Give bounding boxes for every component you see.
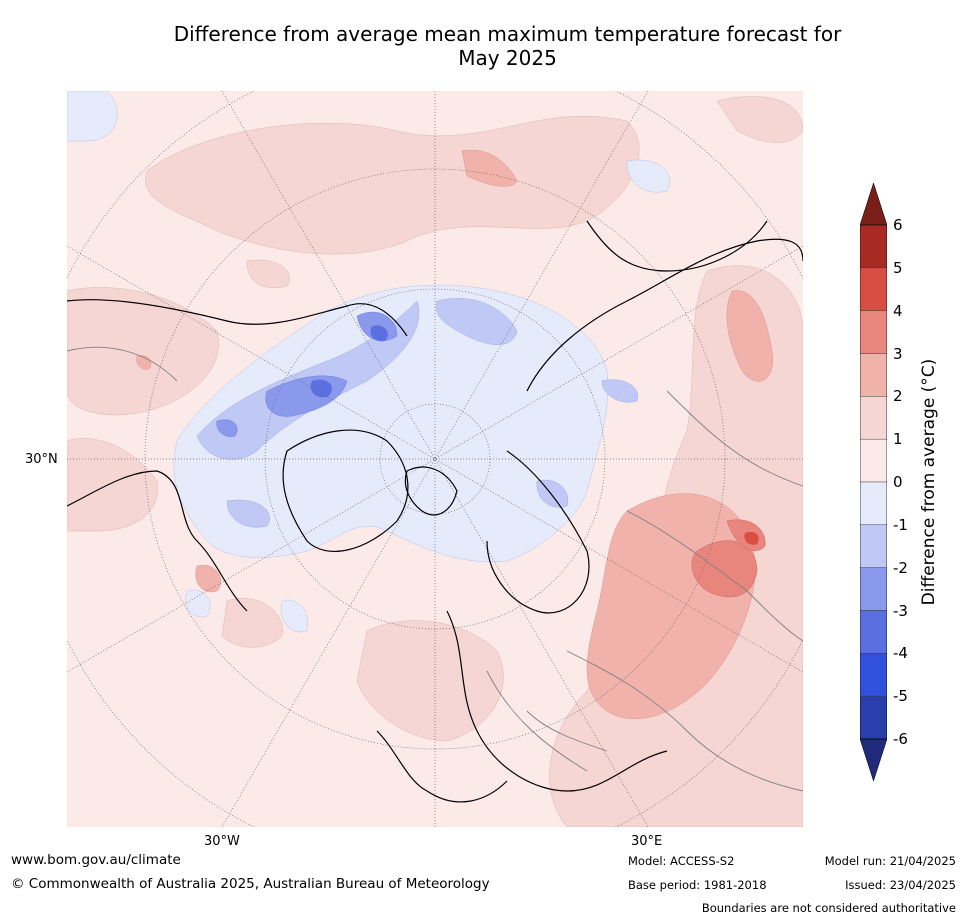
polar-map [67,91,803,827]
longitude-label-30w: 30°W [204,834,240,849]
colorbar-band [860,396,887,440]
colorbar-band [860,353,887,397]
colorbar-tick-label: 6 [893,216,903,234]
colorbar-top-arrow [860,183,887,226]
cool-anomaly-3-4 [310,325,388,398]
colorbar-band [860,267,887,311]
colorbar-tick-label: -1 [893,515,908,534]
colorbar-tick-label: 4 [893,301,903,320]
colorbar-tick-label: 5 [893,258,903,277]
colorbar-tick-label: -3 [893,601,908,620]
colorbar-tick-label: 0 [893,473,903,491]
colorbar-tick-label: -2 [893,558,908,577]
colorbar-tick-label: -5 [893,687,908,706]
title-line-2: May 2025 [458,46,557,70]
colorbar-bands [860,224,887,740]
latitude-label-30n: 30°N [25,452,58,467]
copyright-text: © Commonwealth of Australia 2025, Austra… [11,876,490,892]
boundaries-note: Boundaries are not considered authoritat… [701,901,956,915]
colorbar-tick-label: -4 [893,644,908,663]
colorbar-frame [860,224,887,740]
colorbar-tick-label: 1 [893,430,903,449]
colorbar [860,183,887,781]
country-boundaries [67,346,803,792]
cool-anomaly-0-minus1 [67,91,670,633]
map-canvas [67,91,803,827]
colorbar-band [860,610,887,654]
colorbar-bottom-arrow [860,738,887,781]
title-line-1: Difference from average mean maximum tem… [173,22,842,46]
colorbar-band [860,481,887,526]
model-run-date: Model run: 21/04/2025 [824,854,956,868]
colorbar-band [860,524,887,568]
graticule [67,91,803,827]
colorbar-band [860,653,887,697]
website-link[interactable]: www.bom.gov.au/climate [11,852,181,868]
colorbar-band [860,310,887,354]
longitude-label-30e: 30°E [631,834,663,849]
model-name: Model: ACCESS-S2 [628,854,735,868]
coastlines [67,220,803,803]
colorbar-tick-label: -6 [893,730,908,748]
colorbar-band [860,567,887,611]
base-period: Base period: 1981-2018 [628,878,767,892]
colorbar-band [860,224,887,269]
colorbar-tick-label: 2 [893,387,903,406]
issued-date: Issued: 23/04/2025 [845,878,956,892]
colorbar-band [860,695,887,740]
colorbar-band [860,438,887,483]
colorbar-tick-label: 3 [893,344,903,363]
colorbar-title: Difference from average (°C) [919,358,939,606]
warm-anomaly-4-5 [744,531,759,545]
map-title: Difference from average mean maximum tem… [60,22,955,70]
